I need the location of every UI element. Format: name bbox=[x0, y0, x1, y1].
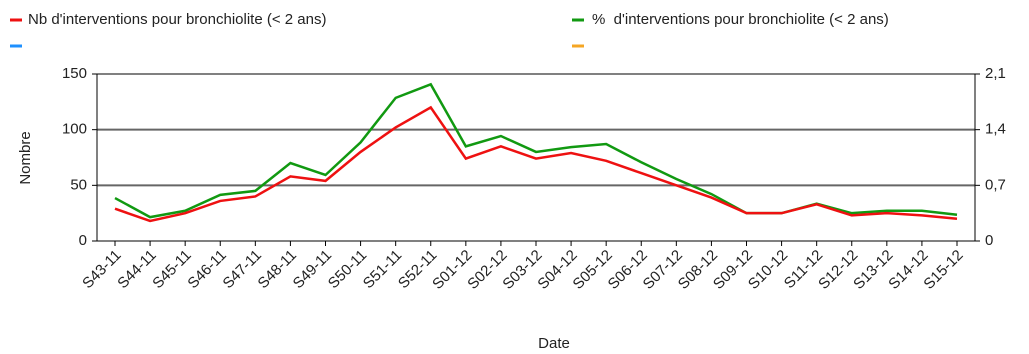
x-tick-label: S43-11 bbox=[79, 247, 124, 292]
y2-tick-label: 1,4 bbox=[985, 121, 1006, 138]
y2-tick-label: 0,7 bbox=[985, 176, 1006, 193]
y-tick-label: 150 bbox=[62, 65, 87, 82]
x-tick-label: S50-11 bbox=[325, 247, 370, 292]
legend-label: Nb d'interventions pour bronchiolite (< … bbox=[28, 11, 326, 28]
x-tick-label: S44-11 bbox=[114, 247, 159, 292]
y-tick-label: 50 bbox=[70, 176, 87, 193]
x-axis-label: Date bbox=[538, 335, 570, 352]
series-line bbox=[114, 105, 958, 223]
x-tick-label: S46-11 bbox=[184, 247, 229, 292]
legend: Nb d'interventions pour bronchiolite (< … bbox=[10, 11, 889, 48]
x-tick-label: S15-12 bbox=[920, 247, 966, 293]
y-tick-label: 100 bbox=[62, 121, 87, 138]
x-tick-label: S45-11 bbox=[149, 247, 194, 292]
x-tick-label: S47-11 bbox=[220, 247, 265, 292]
y2-tick-label: 2,1 bbox=[985, 65, 1006, 82]
x-tick-label: S49-11 bbox=[290, 247, 335, 292]
y-tick-label: 0 bbox=[79, 232, 87, 249]
x-tick-label: S51-11 bbox=[360, 247, 405, 292]
x-tick-label: S48-11 bbox=[255, 247, 300, 292]
legend-label: % d'interventions pour bronchiolite (< 2… bbox=[592, 11, 889, 28]
y-axis-label: Nombre bbox=[17, 131, 34, 184]
x-tick-label: S10-12 bbox=[745, 247, 791, 293]
y2-tick-label: 0 bbox=[985, 232, 993, 249]
